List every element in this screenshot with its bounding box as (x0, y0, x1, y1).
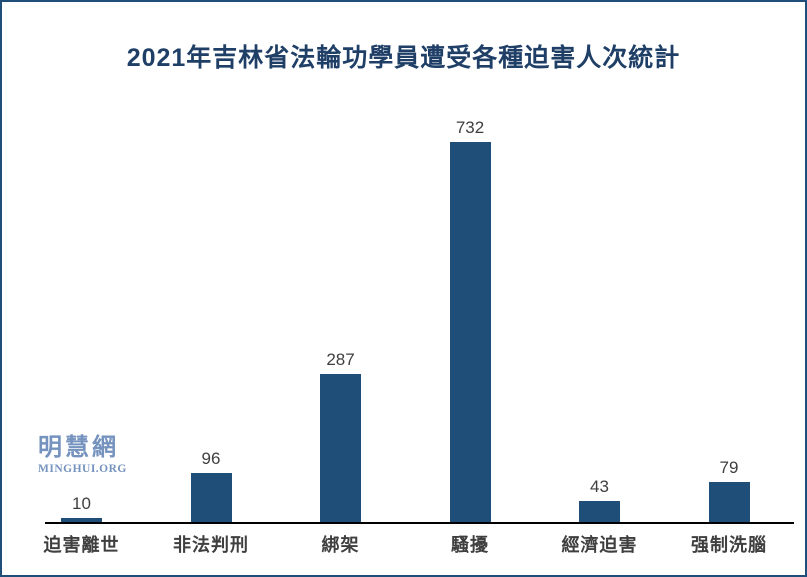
minghui-logo: 明慧網 MINGHUI.ORG (38, 434, 127, 476)
x-axis-label: 騷擾 (451, 535, 489, 555)
x-axis-label: 迫害離世 (43, 535, 120, 555)
bar (190, 473, 232, 523)
minghui-logo-latin-text: MINGHUI.ORG (38, 463, 127, 476)
bar (579, 500, 620, 523)
bar-value-label: 10 (72, 493, 91, 513)
bar (61, 517, 102, 523)
minghui-logo-cjk-text: 明慧網 (38, 434, 119, 461)
bar-value-label: 96 (201, 449, 221, 469)
bar (708, 481, 750, 523)
bar (320, 373, 361, 523)
bar-value-label: 287 (326, 349, 355, 369)
x-axis-label: 綁架 (321, 535, 360, 555)
x-axis-label: 經濟迫害 (561, 535, 638, 555)
x-axis-label: 非法判刑 (173, 535, 249, 555)
x-axis-label: 强制洗腦 (691, 535, 767, 555)
x-axis-line (45, 522, 794, 524)
bar (449, 142, 491, 523)
bar-value-label: 43 (590, 476, 609, 496)
bar-value-label: 732 (455, 118, 485, 137)
bar-value-label: 79 (719, 457, 739, 477)
chart-title: 2021年吉林省法輪功學員遭受各種迫害人次統計 (126, 44, 681, 72)
